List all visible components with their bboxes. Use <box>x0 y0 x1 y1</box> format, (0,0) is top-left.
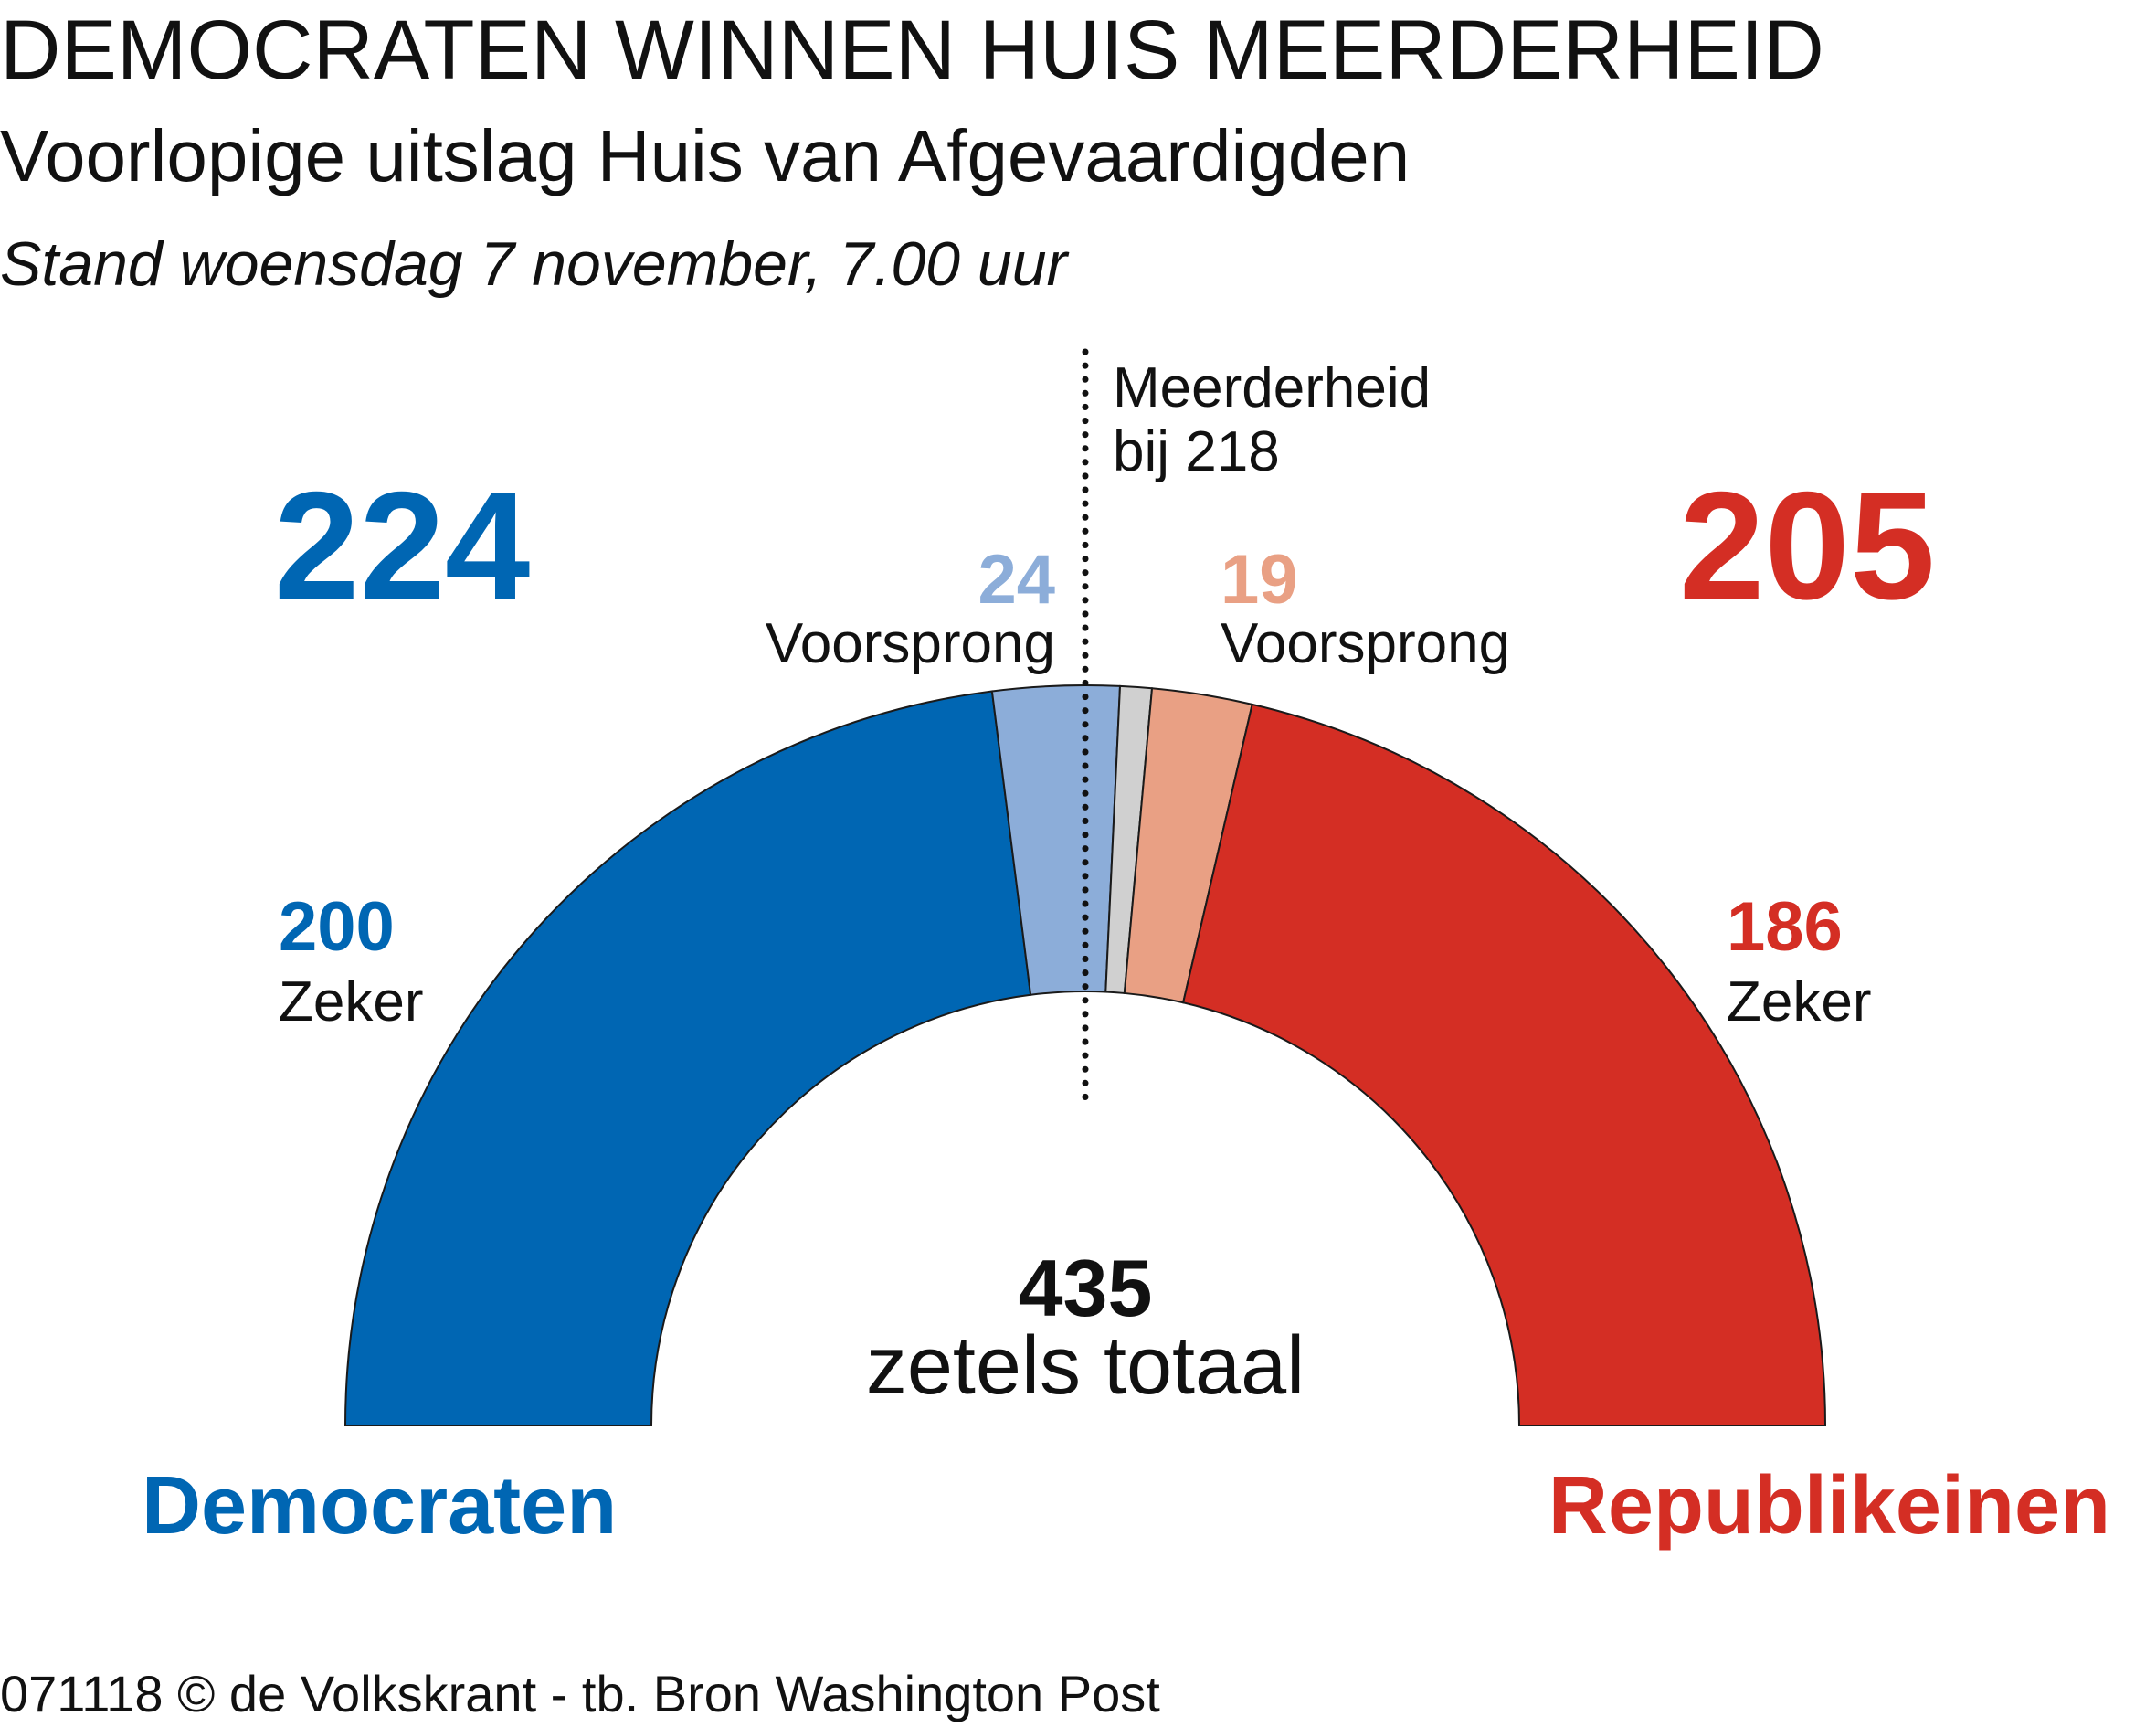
chart-title: DEMOCRATEN WINNEN HUIS MEERDERHEID <box>0 4 1824 97</box>
rep-zeker-value: 186 <box>1727 888 1843 966</box>
dem-lead-label: Voorsprong <box>766 612 1055 675</box>
majority-label-line1: Meerderheid <box>1113 356 1431 419</box>
total-seats-label: zetels totaal <box>866 1320 1305 1412</box>
rep-total: 205 <box>1679 460 1935 631</box>
majority-label-line2: bij 218 <box>1113 420 1280 483</box>
dem-zeker-value: 200 <box>279 888 395 966</box>
chart-subtitle: Voorlopige uitslag Huis van Afgevaardigd… <box>0 115 1410 196</box>
dem-total: 224 <box>274 460 530 631</box>
arc-segment-dem-zeker <box>343 690 1032 1426</box>
seat-arc <box>343 684 1827 1426</box>
rep-party-name: Republikeinen <box>1548 1460 2110 1552</box>
chart-dateline: Stand woensdag 7 november, 7.00 uur <box>0 229 1070 299</box>
dem-lead-value: 24 <box>978 541 1055 619</box>
rep-lead-value: 19 <box>1221 541 1298 619</box>
dem-zeker-label: Zeker <box>279 970 423 1033</box>
rep-zeker-label: Zeker <box>1727 970 1871 1033</box>
source-note: 071118 © de Volkskrant - tb. Bron Washin… <box>0 1665 1160 1722</box>
total-seats-value: 435 <box>1019 1243 1153 1333</box>
dem-party-name: Democraten <box>142 1460 617 1552</box>
rep-lead-label: Voorsprong <box>1221 612 1510 675</box>
arc-segment-rep-zeker <box>1181 703 1827 1426</box>
